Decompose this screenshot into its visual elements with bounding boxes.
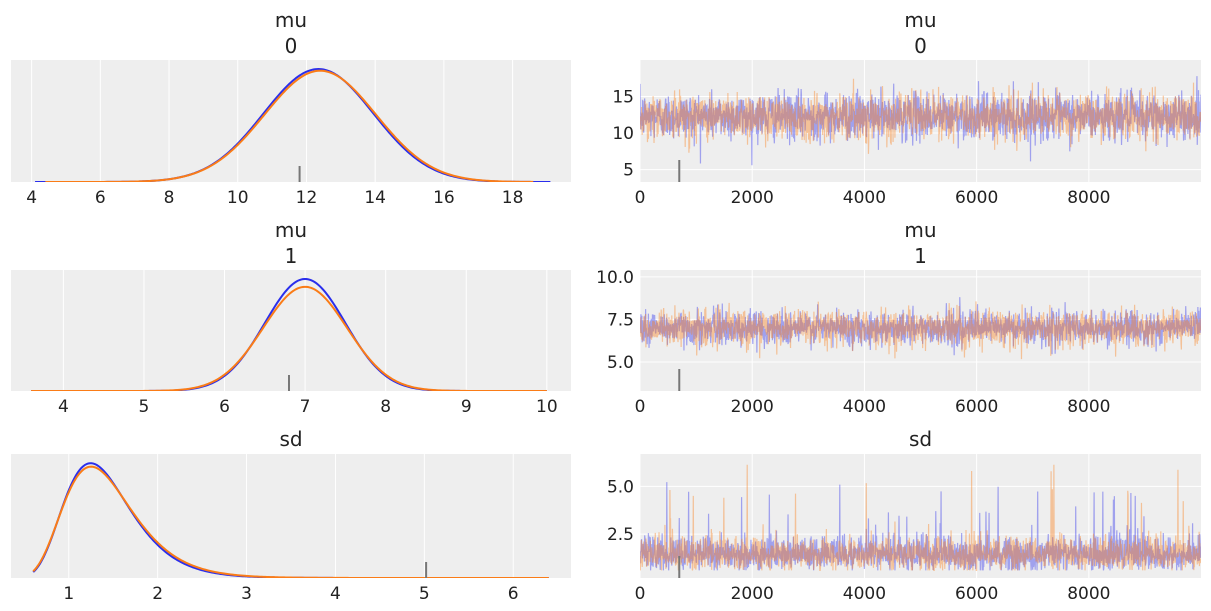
- x-tick-label: 5: [419, 584, 430, 604]
- trace-line-chain-1: [640, 78, 1201, 154]
- y-tick-label: 5.0: [607, 353, 634, 373]
- x-tick-label: 1: [63, 584, 74, 604]
- y-tick-label: 5: [623, 161, 634, 181]
- x-tick-label: 6000: [955, 584, 998, 604]
- x-tick-label: 10: [227, 188, 249, 208]
- y-tick-label: 2.5: [607, 525, 634, 545]
- series-group: [640, 464, 1201, 571]
- kde-panel-mu-1: mu1 4 5 6 7 8 9 10: [11, 218, 571, 417]
- x-tick-label: 2000: [731, 397, 774, 417]
- panel-title: mu: [904, 8, 936, 32]
- x-tick-label: 4: [26, 188, 37, 208]
- x-tick-label: 4: [58, 397, 69, 417]
- trace-panel-sd: sd 0 2000 4000 6000 8000 2.5 5.0: [607, 427, 1201, 604]
- x-tick-label: 4000: [843, 584, 886, 604]
- plot-area: [640, 270, 1201, 391]
- y-tick-label: 10: [612, 124, 634, 144]
- trace-line-chain-0: [640, 482, 1201, 571]
- y-tick-label: 15: [612, 88, 634, 108]
- series-group: [32, 462, 549, 578]
- trace-panel-mu-1: mu1 0 2000 4000 6000 8000 5.0 7.5 10.0: [596, 218, 1201, 417]
- series-group: [35, 68, 551, 182]
- panel-subtitle: 0: [285, 34, 298, 58]
- trace-line-chain-0: [640, 76, 1201, 166]
- panel-subtitle: 1: [285, 244, 298, 268]
- trace-line-chain-0: [640, 297, 1201, 356]
- kde-panel-mu-0: mu0 4 6 8 10 12 14 16 18: [11, 8, 571, 208]
- kde-line-chain-1: [45, 69, 534, 182]
- x-tick-label: 5: [139, 397, 150, 417]
- x-tick-label: 6000: [955, 188, 998, 208]
- y-tick-label: 7.5: [607, 310, 634, 330]
- x-tick-label: 6: [508, 584, 519, 604]
- plot-area: [11, 270, 571, 391]
- trace-line-chain-1: [640, 301, 1201, 360]
- x-tick-label: 2000: [731, 584, 774, 604]
- x-tick-label: 4: [330, 584, 341, 604]
- x-tick-label: 7: [300, 397, 311, 417]
- x-tick-label: 10: [536, 397, 558, 417]
- x-tick-label: 0: [635, 397, 646, 417]
- kde-line-chain-1: [32, 465, 549, 578]
- panel-title: mu: [275, 8, 307, 32]
- panel-title: sd: [279, 427, 302, 451]
- panel-title: mu: [904, 218, 936, 242]
- x-tick-label: 12: [296, 188, 318, 208]
- kde-panel-sd: sd 1 2 3 4 5 6: [11, 427, 571, 604]
- x-tick-label: 8000: [1067, 584, 1110, 604]
- x-tick-label: 4000: [843, 397, 886, 417]
- x-tick-label: 3: [241, 584, 252, 604]
- plot-area: [640, 454, 1201, 578]
- x-tick-label: 9: [461, 397, 472, 417]
- x-tick-label: 2: [152, 584, 163, 604]
- plot-area: [11, 454, 571, 578]
- trace-line-chain-1: [640, 464, 1201, 571]
- x-tick-label: 8000: [1067, 397, 1110, 417]
- x-tick-label: 6: [95, 188, 106, 208]
- series-group: [640, 76, 1201, 166]
- x-tick-label: 0: [635, 188, 646, 208]
- x-tick-label: 14: [364, 188, 386, 208]
- x-tick-label: 8000: [1067, 188, 1110, 208]
- plot-area: [640, 60, 1201, 182]
- panel-title: sd: [909, 427, 932, 451]
- x-tick-label: 2000: [731, 188, 774, 208]
- x-tick-label: 6: [219, 397, 230, 417]
- y-tick-label: 5.0: [607, 477, 634, 497]
- x-tick-label: 8: [380, 397, 391, 417]
- panel-title: mu: [275, 218, 307, 242]
- x-tick-label: 0: [635, 584, 646, 604]
- x-tick-label: 18: [502, 188, 524, 208]
- kde-line-chain-1: [31, 285, 547, 391]
- x-tick-label: 4000: [843, 188, 886, 208]
- x-tick-label: 16: [433, 188, 455, 208]
- x-tick-label: 8: [164, 188, 175, 208]
- x-tick-label: 6000: [955, 397, 998, 417]
- y-tick-label: 10.0: [596, 268, 634, 288]
- panel-subtitle: 0: [914, 34, 927, 58]
- plot-area: [11, 60, 571, 182]
- panel-subtitle: 1: [914, 244, 927, 268]
- series-group: [640, 297, 1201, 360]
- series-group: [31, 277, 547, 391]
